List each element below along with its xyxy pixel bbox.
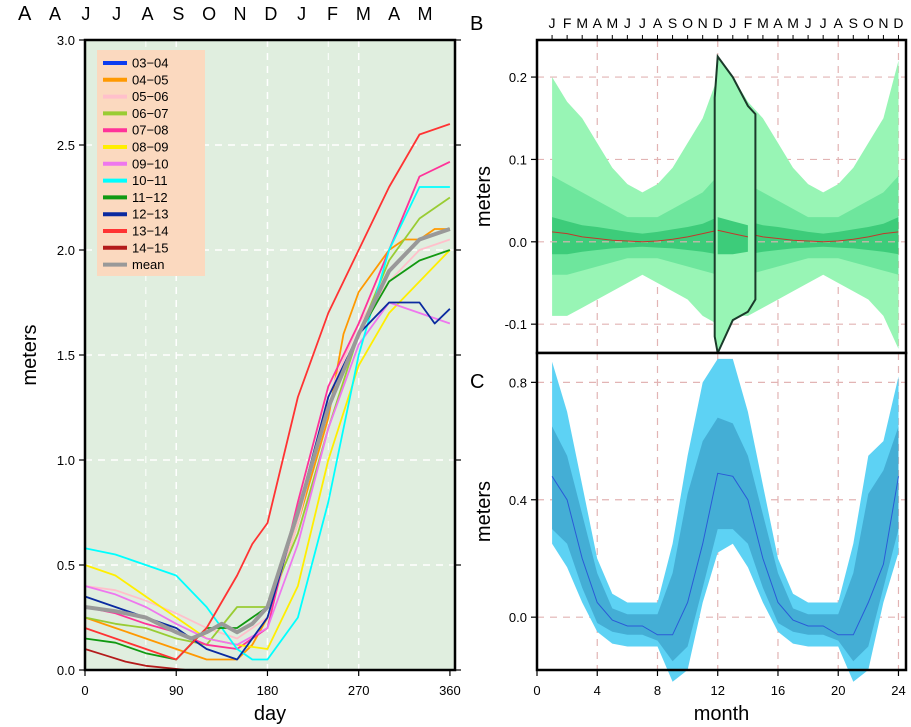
panel-c: 0.0 0.4 0.8 0 4 8 12 16 20 24 month meters [473,351,908,725]
panel-a-xtick-label-3: 270 [348,683,370,698]
panel-c-xtick-label-0: 0 [533,683,540,698]
panel-a-top-month-0: A [49,4,61,24]
legend-label-6: 09−10 [132,156,169,171]
panel-b-ytick-label-2: 0.1 [509,152,527,167]
panel-b-top-month-20: S [849,15,858,31]
panel-a-top-month-5: O [202,4,216,24]
panel-c-band-inner [552,417,899,662]
panel-a-xtick-label-1: 90 [169,683,183,698]
panel-b-top-month-19: A [834,15,844,31]
panel-a-ytick-label-4: 2.0 [57,243,75,258]
panel-a-top-month-8: J [297,4,306,24]
legend-label-10: 13−14 [132,224,169,239]
panel-b-top-month-9: O [682,15,693,31]
panel-b-highlight-inner [717,217,748,255]
panel-b-ytick-label-3: 0.2 [509,70,527,85]
panel-b-highlight-polygon [713,53,757,357]
panel-b-top-month-4: M [606,15,618,31]
legend-label-7: 10−11 [132,173,168,188]
panel-b-top-month-21: O [863,15,874,31]
panel-a-ytick-label-0: 0.0 [57,663,75,678]
panel-a-top-month-3: A [141,4,153,24]
legend-label-2: 05−06 [132,89,169,104]
panel-a-top-month-1: J [81,4,90,24]
panel-c-xlabel: month [694,703,750,725]
legend-label-4: 07−08 [132,123,169,138]
panel-b-top-month-22: N [878,15,888,31]
panel-b-top-month-16: M [787,15,799,31]
panel-c-median-line [551,472,899,636]
panel-b-top-month-8: S [668,15,677,31]
panel-b-top-month-17: J [805,15,812,31]
panel-a-top-month-12: M [418,4,433,24]
panel-b-top-month-15: A [773,15,783,31]
panel-b-highlight-median [717,229,749,238]
legend-label-1: 04−05 [132,72,169,87]
panel-b-top-month-1: F [563,15,572,31]
panel-b-top-month-23: D [893,15,903,31]
panel-a-top-month-10: M [356,4,371,24]
panel-a-top-month-4: S [172,4,184,24]
panel-c-frame [535,351,908,672]
panel-c-xtick-label-5: 20 [831,683,845,698]
series-line-1011 [84,186,450,661]
panel-c-xtick-label-4: 16 [771,683,785,698]
panel-b-top-month-6: J [639,15,646,31]
panel-a-xtick-label-4: 360 [439,683,461,698]
panel-a-xtick-label-2: 180 [257,683,279,698]
panel-a-letter: A [18,3,32,25]
panel-b-top-month-11: D [713,15,723,31]
panel-c-xtick-label-1: 4 [594,683,601,698]
legend-label-12: mean [132,257,165,272]
series-line-0809 [84,249,451,650]
panel-a-top-month-6: N [234,4,247,24]
panel-c-xtick-label-2: 8 [654,683,661,698]
panel-b-top-month-5: J [624,15,631,31]
panel-a-ytick-label-2: 1.0 [57,453,75,468]
panel-a-ytick-label-3: 1.5 [57,348,75,363]
legend-label-5: 08−09 [132,140,169,155]
panel-a-top-month-11: A [388,4,400,24]
panel-a-top-month-2: J [112,4,121,24]
panel-c-ytick-label-0: 0.0 [509,610,527,625]
panel-a-ylabel: meters [19,324,41,385]
panel-a-top-month-7: D [264,4,277,24]
series-line-0405 [84,228,450,661]
series-line-1314 [84,123,451,661]
panel-b-top-month-18: J [820,15,827,31]
panel-c-xtick-label-3: 12 [711,683,725,698]
panel-c-letter: C [470,371,484,393]
panel-b-top-month-0: J [549,15,556,31]
panel-c-xtick-label-6: 24 [891,683,905,698]
panel-b-top-month-7: A [653,15,663,31]
legend-label-8: 11−12 [132,190,168,205]
panel-b-ytick-label-1: 0.0 [509,235,527,250]
panel-b-letter: B [470,13,483,35]
legend-label-0: 03−04 [132,56,169,71]
panel-b-top-month-3: A [593,15,603,31]
panel-b-top-month-14: M [757,15,769,31]
panel-a-xtick-label-0: 0 [81,683,88,698]
series-line-mean [84,227,451,641]
panel-a-top-month-9: F [327,4,338,24]
panel-b-ylabel: meters [473,166,495,227]
panel-c-ytick-label-2: 0.8 [509,375,527,390]
panel-a-ytick-label-6: 3.0 [57,33,75,48]
panel-a-ytick-label-1: 0.5 [57,558,75,573]
panel-b-top-month-10: N [698,15,708,31]
panel-b: -0.10.00.10.2J F M A M J J A S O N D J F M A M J J A S O N Dmet… [473,15,908,357]
panel-b-ytick-label-0: -0.1 [505,317,527,332]
panel-c-ytick-label-1: 0.4 [509,493,527,508]
panel-b-top-month-12: J [729,15,736,31]
panel-c-ylabel: meters [473,481,495,542]
panel-a-xlabel: day [254,703,286,725]
legend-label-9: 12−13 [132,207,169,222]
legend-label-3: 06−07 [132,106,169,121]
panel-b-top-month-13: F [744,15,753,31]
legend-label-11: 14−15 [132,240,169,255]
panel-b-top-month-2: M [576,15,588,31]
panel-a-ytick-label-5: 2.5 [57,138,75,153]
